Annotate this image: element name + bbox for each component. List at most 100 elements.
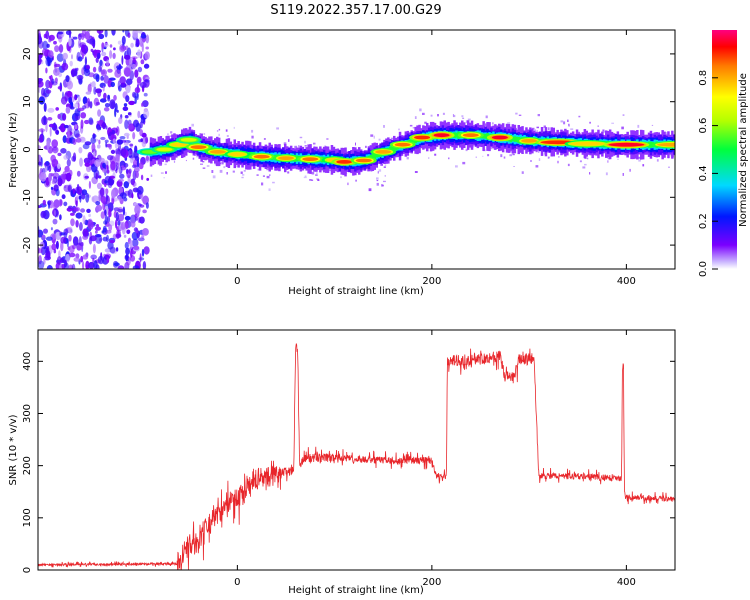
spectrum-scatter	[160, 172, 164, 174]
noise-speck	[47, 117, 53, 121]
noise-speck	[84, 119, 90, 125]
noise-speck	[130, 42, 134, 48]
spectrum-scatter	[311, 179, 314, 181]
spectrogram-panel: 0 200 400 -20 -10 0 10 20 Height of straight li…	[8, 29, 676, 297]
noise-speck	[102, 168, 106, 173]
noise-speck	[87, 83, 92, 94]
spectrum-scatter	[589, 121, 591, 124]
x-tick-label: 400	[617, 577, 636, 588]
noise-speck	[57, 152, 62, 157]
noise-speck	[68, 96, 72, 104]
x-tick-label: 0	[234, 276, 240, 287]
spectrum-scatter	[173, 160, 176, 163]
spectrum-scatter	[490, 146, 493, 150]
spectrum-scatter	[442, 112, 445, 115]
noise-speck	[106, 165, 110, 175]
noise-speck	[143, 92, 148, 97]
noise-speck	[102, 162, 106, 169]
noise-speck	[79, 42, 86, 48]
snr-x-label: Height of straight line (km)	[288, 585, 424, 596]
noise-speck	[77, 33, 82, 41]
noise-speck	[66, 159, 71, 167]
spectrum-scatter	[242, 174, 245, 176]
noise-speck	[38, 248, 43, 254]
noise-speck	[108, 224, 113, 232]
noise-speck	[142, 261, 147, 269]
noise-speck	[139, 129, 144, 137]
spectrum-scatter	[512, 153, 515, 156]
noise-speck	[41, 234, 46, 238]
noise-speck	[129, 255, 136, 262]
noise-speck	[117, 196, 123, 201]
noise-speck	[78, 78, 83, 85]
noise-speck	[135, 42, 139, 48]
y-tick-label: 0	[22, 146, 33, 152]
ridge-peak	[253, 154, 270, 159]
spectrum-scatter	[605, 172, 608, 176]
noise-speck	[88, 261, 95, 269]
spectrum-scatter	[536, 130, 538, 133]
spectrum-scatter	[570, 128, 574, 130]
spectrum-scatter	[165, 171, 167, 174]
spectrum-scatter	[257, 168, 260, 171]
noise-speck	[54, 209, 57, 217]
noise-speck	[62, 52, 68, 60]
noise-speck	[110, 81, 116, 88]
y-tick-label: 300	[22, 404, 33, 423]
noise-speck	[38, 78, 43, 82]
noise-speck	[72, 188, 76, 195]
noise-speck	[78, 195, 82, 200]
noise-speck	[120, 45, 127, 51]
noise-speck	[64, 124, 69, 129]
spectrum-scatter	[621, 126, 624, 130]
noise-speck	[47, 201, 51, 209]
spectrum-scatter	[378, 138, 381, 141]
spectrum-scatter	[535, 149, 538, 153]
noise-speck	[43, 228, 48, 234]
spectrum-scatter	[422, 112, 425, 115]
noise-speck	[111, 30, 116, 36]
noise-speck	[81, 193, 86, 200]
noise-speck	[143, 109, 150, 119]
spectrum-scatter	[266, 175, 270, 179]
noise-speck	[93, 260, 98, 269]
noise-speck	[93, 49, 98, 58]
noise-speck	[75, 220, 79, 228]
colorbar-gradient	[712, 30, 737, 269]
noise-speck	[120, 147, 127, 157]
spectrum-scatter	[266, 167, 269, 171]
noise-speck	[123, 132, 130, 137]
noise-speck	[45, 165, 48, 173]
spectrum-scatter	[368, 188, 372, 192]
noise-speck	[97, 255, 104, 265]
noise-speck	[102, 202, 106, 211]
noise-speck	[59, 199, 63, 206]
spectrum-scatter	[487, 154, 490, 157]
ridge-peak	[336, 160, 353, 164]
noise-speck	[114, 69, 122, 78]
noise-speck	[97, 30, 100, 33]
noise-speck	[56, 53, 64, 62]
ridge-peak	[355, 158, 372, 163]
spectrum-scatter	[453, 114, 456, 118]
spectrum-scatter	[567, 163, 570, 167]
spectrum-scatter	[304, 140, 306, 144]
spectrum-band	[455, 132, 458, 138]
y-tick-label: 100	[22, 508, 33, 527]
noise-speck	[62, 135, 67, 144]
spectrum-scatter	[241, 176, 244, 179]
noise-speck	[38, 40, 44, 49]
noise-speck	[57, 86, 62, 90]
spectrum-scatter	[390, 137, 394, 140]
noise-speck	[38, 205, 42, 209]
noise-speck	[146, 177, 150, 181]
noise-speck	[142, 100, 149, 108]
noise-speck	[88, 213, 91, 218]
spectrum-scatter	[214, 163, 216, 166]
noise-speck	[129, 143, 134, 147]
noise-speck	[69, 60, 73, 67]
spectrum-scatter	[262, 175, 265, 177]
noise-speck	[55, 188, 60, 197]
noise-speck	[121, 35, 126, 45]
